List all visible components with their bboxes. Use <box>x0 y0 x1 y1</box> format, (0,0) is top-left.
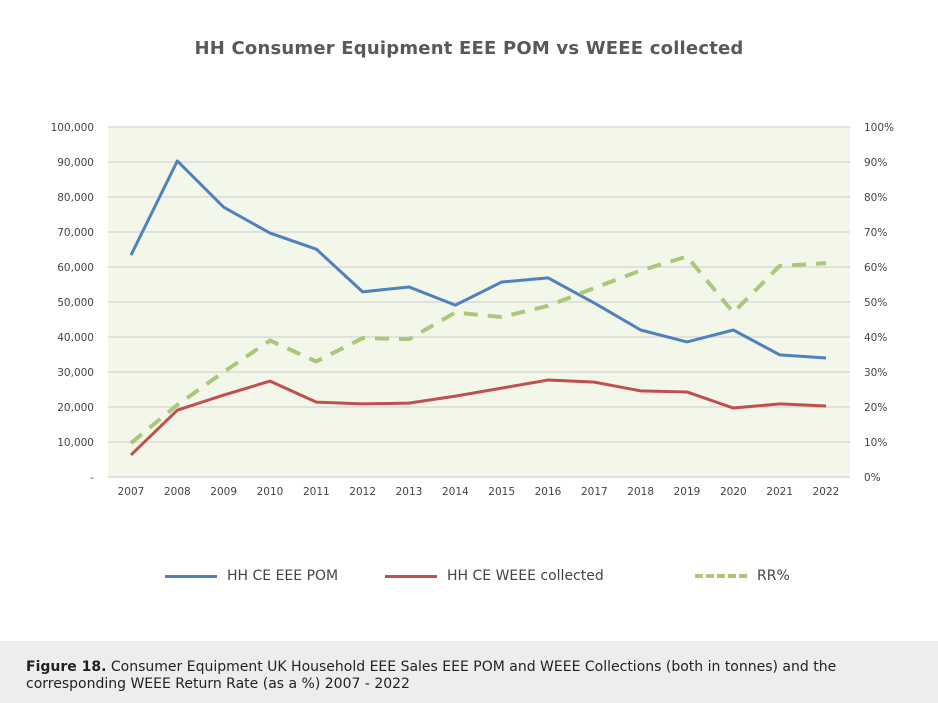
x-axis-tick-label: 2022 <box>813 486 840 498</box>
right-axis-tick-label: 50% <box>864 297 887 309</box>
x-axis-tick-label: 2013 <box>396 486 423 498</box>
x-axis-tick-label: 2014 <box>442 486 469 498</box>
left-axis-tick-label: 20,000 <box>57 402 94 414</box>
x-axis-tick-label: 2019 <box>674 486 701 498</box>
x-axis-tick-label: 2021 <box>766 486 793 498</box>
left-axis-tick-label: 40,000 <box>57 332 94 344</box>
x-axis-tick-label: 2017 <box>581 486 608 498</box>
legend-swatch-weee <box>385 574 437 578</box>
series-line-2 <box>129 254 827 445</box>
left-axis-tick-label: 10,000 <box>57 437 94 449</box>
left-axis-tick-label: 80,000 <box>57 192 94 204</box>
figure-caption: Figure 18. Consumer Equipment UK Househo… <box>0 641 938 703</box>
right-axis-tick-label: 40% <box>864 332 887 344</box>
right-axis-tick-label: 20% <box>864 402 887 414</box>
legend-item-pom: HH CE EEE POM <box>165 568 338 584</box>
left-axis-tick-label: 100,000 <box>51 122 94 134</box>
x-axis-tick-label: 2020 <box>720 486 747 498</box>
caption-text: Consumer Equipment UK Household EEE Sale… <box>26 659 837 692</box>
series-line-1 <box>129 378 827 457</box>
left-axis-tick-label: 90,000 <box>57 157 94 169</box>
legend-swatch-rr <box>695 574 747 578</box>
x-axis-tick-label: 2018 <box>627 486 654 498</box>
right-axis-tick-label: 30% <box>864 367 887 379</box>
legend-label-pom: HH CE EEE POM <box>227 568 339 584</box>
series-line-0 <box>129 159 827 360</box>
caption-label: Figure 18. <box>26 659 107 675</box>
right-axis-tick-label: 90% <box>864 157 887 169</box>
left-axis-tick-label: 30,000 <box>57 367 94 379</box>
right-axis-tick-label: 70% <box>864 227 887 239</box>
legend-label-weee: HH CE WEEE collected <box>447 568 604 584</box>
right-axis-tick-label: 60% <box>864 262 887 274</box>
left-axis-tick-label: 70,000 <box>57 227 94 239</box>
x-axis-tick-label: 2016 <box>535 486 562 498</box>
legend-label-rr: RR% <box>757 568 790 584</box>
chart-plot: - 10,000 20,000 30,000 40,000 50,000 60,000 70,… <box>51 122 894 498</box>
x-axis-tick-label: 2008 <box>164 486 191 498</box>
left-axis-tick-label: 60,000 <box>57 262 94 274</box>
right-axis-tick-label: 80% <box>864 192 887 204</box>
legend-item-weee: HH CE WEEE collected <box>385 568 604 584</box>
legend-item-rr: RR% <box>695 568 790 584</box>
legend-swatch-pom <box>165 574 217 578</box>
x-axis-tick-label: 2007 <box>118 486 145 498</box>
x-axis-tick-label: 2012 <box>349 486 376 498</box>
right-axis-tick-label: 10% <box>864 437 887 449</box>
right-axis-tick-label: 0% <box>864 472 881 484</box>
right-axis-tick-label: 100% <box>864 122 894 134</box>
x-axis-tick-label: 2009 <box>210 486 237 498</box>
left-axis-tick-label: - <box>90 472 94 484</box>
x-axis-tick-label: 2011 <box>303 486 330 498</box>
x-axis-tick-label: 2010 <box>257 486 284 498</box>
chart-title: HH Consumer Equipment EEE POM vs WEEE co… <box>194 38 744 59</box>
x-axis-tick-label: 2015 <box>488 486 515 498</box>
left-axis-tick-label: 50,000 <box>57 297 94 309</box>
chart-legend: HH CE EEE POM HH CE WEEE collected RR% <box>0 568 938 588</box>
